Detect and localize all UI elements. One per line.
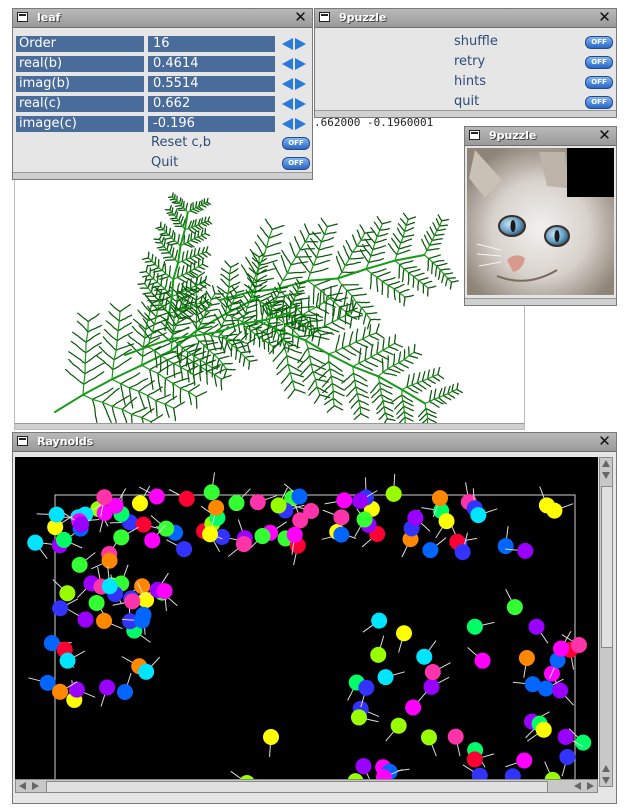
reset-button[interactable]: Reset c,b xyxy=(151,135,211,150)
real-b-stepper[interactable] xyxy=(281,57,307,71)
shuffle-button[interactable]: shuffle xyxy=(454,34,498,49)
window-menu-icon[interactable] xyxy=(17,436,28,446)
decrement-arrow-icon[interactable] xyxy=(282,78,293,90)
puzzle-quit-button[interactable]: quit xyxy=(454,94,480,109)
boid-boundary xyxy=(54,494,576,787)
puzzle-control-title: 9puzzle xyxy=(339,11,387,24)
horizontal-scrollbar[interactable] xyxy=(15,779,598,793)
raynolds-title: Raynolds xyxy=(37,435,94,448)
quit-button[interactable]: Quit xyxy=(151,155,179,170)
param-value-imag-b[interactable]: 0.5514 xyxy=(148,76,275,92)
vertical-scrollbar[interactable] xyxy=(599,457,613,787)
boids-canvas xyxy=(15,457,598,787)
decrement-arrow-icon[interactable] xyxy=(282,118,293,130)
puzzle-image-title: 9puzzle xyxy=(489,129,537,142)
background-text-fragment: .662000 -0.1960001 xyxy=(314,116,434,129)
puzzle-control-window: 9puzzle ✕ shuffle OFF retry OFF hints OF… xyxy=(314,8,617,118)
param-value-real-b[interactable]: 0.4614 xyxy=(148,56,275,72)
scroll-down-icon-2[interactable] xyxy=(602,777,610,784)
param-label-image-c: image(c) xyxy=(16,116,144,132)
leaf-canvas-scrollbar[interactable] xyxy=(15,423,524,429)
hints-button[interactable]: hints xyxy=(454,74,486,89)
retry-button[interactable]: retry xyxy=(454,54,486,69)
scroll-up-icon[interactable] xyxy=(602,460,610,467)
param-label-order: Order xyxy=(16,36,144,52)
window-menu-icon[interactable] xyxy=(17,12,28,22)
window-menu-icon[interactable] xyxy=(319,12,330,22)
param-value-image-c[interactable]: -0.196 xyxy=(148,116,275,132)
puzzle-image-window: 9puzzle ✕ xyxy=(464,126,617,306)
hints-toggle[interactable]: OFF xyxy=(585,76,613,89)
puzzle-image-titlebar[interactable]: 9puzzle ✕ xyxy=(465,127,616,146)
real-c-stepper[interactable] xyxy=(281,97,307,111)
puzzle-control-titlebar[interactable]: 9puzzle ✕ xyxy=(315,9,616,28)
increment-arrow-icon[interactable] xyxy=(295,98,306,110)
scroll-left-icon[interactable] xyxy=(19,782,26,790)
scroll-left-icon-2[interactable] xyxy=(32,782,39,790)
quit-toggle[interactable]: OFF xyxy=(282,157,310,170)
scroll-up-icon-2[interactable] xyxy=(602,472,610,479)
order-stepper[interactable] xyxy=(281,37,307,51)
increment-arrow-icon[interactable] xyxy=(295,78,306,90)
param-label-real-c: real(c) xyxy=(16,96,144,112)
close-icon[interactable]: ✕ xyxy=(598,432,611,450)
scroll-right-icon[interactable] xyxy=(574,782,581,790)
shuffle-toggle[interactable]: OFF xyxy=(585,36,613,49)
increment-arrow-icon[interactable] xyxy=(295,118,306,130)
boids-simulation xyxy=(27,472,592,787)
leaf-title: leaf xyxy=(37,11,61,24)
leaf-titlebar[interactable]: leaf ✕ xyxy=(13,9,312,28)
retry-toggle[interactable]: OFF xyxy=(585,56,613,69)
raynolds-titlebar[interactable]: Raynolds ✕ xyxy=(13,433,616,452)
increment-arrow-icon[interactable] xyxy=(295,58,306,70)
close-icon[interactable]: ✕ xyxy=(598,8,611,26)
decrement-arrow-icon[interactable] xyxy=(282,98,293,110)
puzzle-control-resize-bar[interactable] xyxy=(315,110,616,117)
close-icon[interactable]: ✕ xyxy=(598,126,611,144)
increment-arrow-icon[interactable] xyxy=(295,38,306,50)
puzzle-image-resize-bar[interactable] xyxy=(465,298,616,305)
leaf-panel-resize-bar[interactable] xyxy=(13,172,312,179)
param-label-imag-b: imag(b) xyxy=(16,76,144,92)
param-value-order[interactable]: 16 xyxy=(148,36,275,52)
kitten-puzzle-image[interactable] xyxy=(467,148,614,295)
vertical-scroll-thumb[interactable] xyxy=(601,486,613,648)
horizontal-scroll-thumb[interactable] xyxy=(46,781,548,793)
close-icon[interactable]: ✕ xyxy=(294,8,307,26)
window-menu-icon[interactable] xyxy=(469,130,480,140)
leaf-canvas xyxy=(14,180,525,430)
puzzle-quit-toggle[interactable]: OFF xyxy=(585,96,613,109)
param-value-real-c[interactable]: 0.662 xyxy=(148,96,275,112)
reset-toggle[interactable]: OFF xyxy=(282,137,310,150)
fern-fractal xyxy=(54,192,463,424)
decrement-arrow-icon[interactable] xyxy=(282,58,293,70)
imag-b-stepper[interactable] xyxy=(281,77,307,91)
decrement-arrow-icon[interactable] xyxy=(282,38,293,50)
scroll-right-icon-2[interactable] xyxy=(587,782,594,790)
leaf-window: leaf ✕ Order 16 real(b) 0.4614 imag(b) 0… xyxy=(12,8,313,180)
param-label-real-b: real(b) xyxy=(16,56,144,72)
image-c-stepper[interactable] xyxy=(281,117,307,131)
raynolds-window: Raynolds ✕ xyxy=(12,432,617,804)
scroll-down-icon[interactable] xyxy=(602,765,610,772)
